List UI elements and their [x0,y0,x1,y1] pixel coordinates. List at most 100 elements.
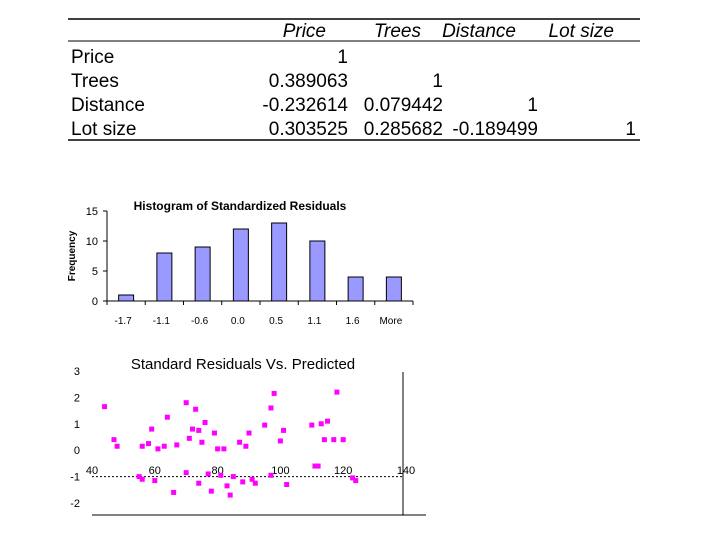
hist-bar [118,294,135,302]
scatter-point [227,492,233,498]
table-cell: 0.389063 [269,71,348,92]
scatter-point [268,472,274,478]
scatter-point [196,480,202,486]
scatter-y-tick-label: 1 [74,419,80,431]
scatter-point [155,446,161,452]
table-cell: 0.285682 [364,119,443,140]
scatter-point [211,430,217,436]
scatter-y-tick-label: 2 [74,392,80,404]
hist-bar [232,228,249,302]
scatter-y-tick-label: 0 [74,445,80,457]
scatter-x-tick-label: 60 [149,465,161,477]
scatter-point [186,435,192,441]
hist-x-tick-label: 0.0 [231,316,245,327]
scatter-point [240,479,246,485]
scatter-point [114,443,120,449]
table-cell: 0.303525 [269,119,348,140]
scatter-point [202,419,208,425]
table-row-label: Trees [71,71,119,92]
scatter-point [193,406,199,412]
scatter-x-tick-label: 140 [397,465,415,477]
scatter-point [312,463,318,469]
scatter-point [252,480,258,486]
scatter-point [136,474,142,480]
scatter-point [189,426,195,432]
hist-bar [271,222,288,302]
scatter-point [183,400,189,406]
scatter-point [199,439,205,445]
hist-x-tick-label: More [379,316,402,327]
scatter-point [164,414,170,420]
hist-bar [347,276,364,302]
hist-bar [309,240,326,302]
scatter-point [174,442,180,448]
scatter-point [161,443,167,449]
scatter-point [331,437,337,443]
scatter-point [171,489,177,495]
scatter-point [208,488,214,494]
scatter-y-tick-label: -1 [70,472,80,484]
scatter-point [268,405,274,411]
scatter-point [230,474,236,480]
scatter-point [315,463,321,469]
scatter-point [340,437,346,443]
hist-bar [385,276,402,302]
hist-y-axis-title: Frequency [67,230,78,281]
scatter-point [196,427,202,433]
scatter-point [321,437,327,443]
table-cell: 1 [337,47,348,68]
scatter-point [215,446,221,452]
scatter-point [224,483,230,489]
scatter-title: Standard Residuals Vs. Predicted [131,356,355,373]
table-cell: 0.079442 [364,95,443,116]
scatter-point [271,390,277,396]
scatter-point [262,422,268,428]
hist-x-tick-label: -1.1 [153,316,171,327]
table-cell: -0.232614 [262,95,348,116]
hist-y-tick-label: 5 [92,266,98,278]
scatter-point [284,482,290,488]
hist-x-tick-label: 1.1 [307,316,321,327]
hist-bar [156,252,173,302]
table-cell: 1 [432,71,443,92]
scatter-point [183,470,189,476]
scatter-y-tick-label: 3 [74,366,80,378]
scatter-point [139,443,145,449]
hist-x-tick-label: -1.7 [115,316,133,327]
scatter-x-tick-label: 40 [86,465,98,477]
scatter-point [146,441,152,447]
scatter-point [139,476,145,482]
scatter-point [102,404,108,410]
hist-title: Histogram of Standardized Residuals [134,199,347,213]
table-cell: -0.189499 [452,119,538,140]
scatter-point [218,472,224,478]
table-row-label: Price [71,47,114,68]
scatter-point [309,422,315,428]
hist-x-tick-label: 0.5 [269,316,283,327]
scatter-x-tick-label: 100 [271,465,289,477]
scatter-point [246,430,252,436]
scatter-point [277,438,283,444]
scatter-point [350,475,356,481]
scatter-point [325,418,330,424]
table-column-header: Distance [442,21,516,42]
table-column-header: Lot size [549,21,614,42]
table-row-label: Lot size [71,119,136,140]
table-row-label: Distance [71,95,145,116]
hist-y-tick-label: 15 [86,206,98,218]
table-cell: 1 [527,95,538,116]
table-column-header: Price [283,21,326,42]
scatter-point [152,478,158,484]
scatter-point [243,443,249,449]
scatter-point [221,446,227,452]
hist-x-tick-label: -0.6 [191,316,209,327]
scatter-x-tick-label: 120 [334,465,352,477]
scatter-point [334,389,340,395]
scatter-point [205,471,211,477]
hist-bar [194,246,211,302]
hist-y-tick-label: 0 [92,296,98,308]
hist-y-tick-label: 10 [86,236,98,248]
